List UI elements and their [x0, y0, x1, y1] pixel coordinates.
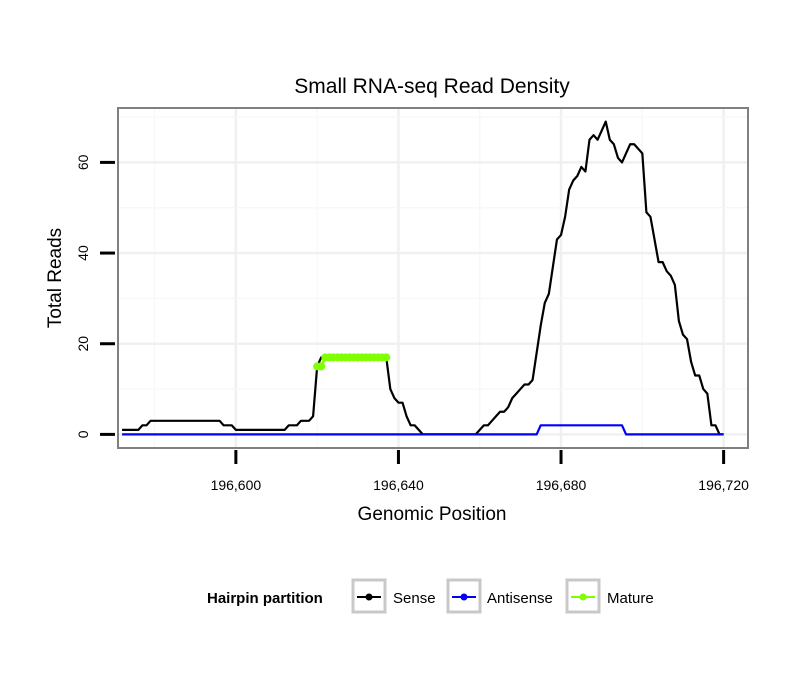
y-tick-label: 60: [75, 154, 91, 170]
series-line-antisense: [122, 424, 724, 436]
legend-marker-sense: [365, 593, 373, 601]
x-tick-label: 196,720: [698, 477, 749, 493]
legend-label-sense: Sense: [393, 590, 436, 607]
legend: Hairpin partition Sense Antisense Mature: [207, 578, 654, 614]
legend-item-mature: Mature: [565, 578, 654, 614]
x-tick-label: 196,600: [211, 477, 262, 493]
plot-panel: [118, 108, 748, 448]
legend-marker-mature: [579, 593, 587, 601]
legend-label-mature: Mature: [607, 590, 654, 607]
plot-border: [117, 107, 749, 449]
x-tick-label: 196,640: [373, 477, 424, 493]
series-point-mature: [382, 353, 391, 362]
series-layer: [122, 120, 724, 436]
legend-item-antisense: Antisense: [446, 578, 553, 614]
series-line-sense: [122, 120, 724, 436]
y-axis: 0 20 40 60: [75, 154, 115, 438]
legend-marker-antisense: [460, 593, 468, 601]
y-tick-label: 0: [75, 430, 91, 438]
legend-item-sense: Sense: [351, 578, 436, 614]
legend-label-antisense: Antisense: [487, 590, 553, 607]
x-axis-label: Genomic Position: [358, 504, 507, 525]
legend-title: Hairpin partition: [207, 590, 323, 607]
y-tick-label: 20: [75, 336, 91, 352]
y-axis-label: Total Reads: [45, 228, 66, 328]
x-axis: 196,600 196,640 196,680 196,720: [211, 450, 749, 493]
x-tick-label: 196,680: [536, 477, 587, 493]
y-tick-label: 40: [75, 245, 91, 261]
series-point-mature: [317, 362, 326, 371]
chart-title: Small RNA-seq Read Density: [294, 75, 570, 98]
